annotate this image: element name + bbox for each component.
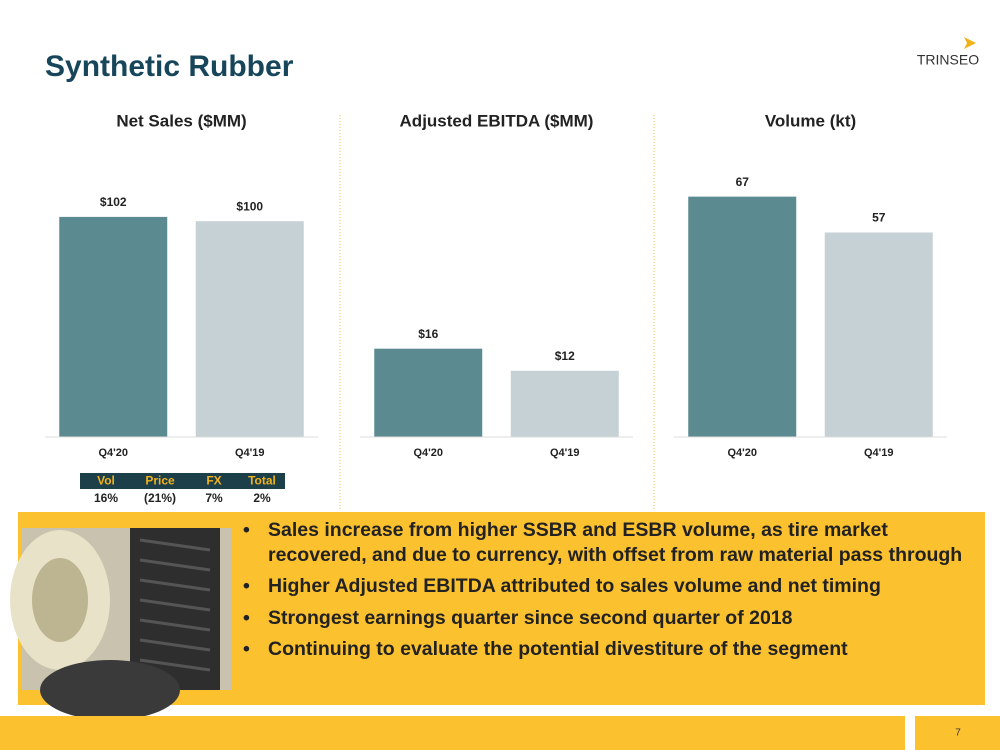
x-tick-label: Q4'20: [413, 447, 443, 459]
page-number-box: [915, 716, 1000, 750]
value-label: $100: [236, 199, 263, 213]
x-tick-label: Q4'20: [727, 447, 757, 459]
bullet: Sales increase from higher SSBR and ESBR…: [243, 518, 978, 567]
chart-title: Volume (kt): [765, 111, 856, 130]
value-label: $12: [555, 349, 575, 363]
value-label: $102: [100, 195, 127, 209]
value-label: $16: [418, 327, 438, 341]
logo: TRINSEO: [917, 52, 979, 68]
chart-title: Adjusted EBITDA ($MM): [400, 111, 594, 130]
chart-title: Net Sales ($MM): [116, 111, 246, 130]
table-header: FX: [206, 474, 221, 488]
value-label: 67: [736, 175, 750, 189]
footer-bar: [0, 716, 905, 750]
bullet: Continuing to evaluate the potential div…: [243, 637, 978, 662]
table-header-bg: [80, 473, 285, 489]
bar: [688, 196, 797, 437]
tire-image: [10, 528, 232, 720]
table-cell: 7%: [205, 491, 223, 505]
table-cell: (21%): [144, 491, 176, 505]
x-tick-label: Q4'19: [550, 447, 580, 459]
bar: [59, 216, 168, 437]
logo-mark: [964, 37, 976, 49]
slide-title: Synthetic Rubber: [45, 50, 294, 83]
x-tick-label: Q4'19: [864, 447, 894, 459]
table-header: Vol: [97, 474, 115, 488]
table-cell: 16%: [94, 491, 118, 505]
x-tick-label: Q4'19: [235, 447, 265, 459]
bullet: Strongest earnings quarter since second …: [243, 606, 978, 631]
x-tick-label: Q4'20: [98, 447, 128, 459]
value-label: 57: [872, 211, 886, 225]
bar: [824, 232, 933, 437]
page-number: 7: [955, 728, 961, 739]
bullet-list: Sales increase from higher SSBR and ESBR…: [243, 518, 978, 669]
table-header: Price: [145, 474, 175, 488]
bullet: Higher Adjusted EBITDA attributed to sal…: [243, 574, 978, 599]
bar: [374, 348, 483, 437]
bar: [195, 221, 304, 437]
bar: [510, 370, 619, 437]
table-header: Total: [248, 474, 276, 488]
table-cell: 2%: [253, 491, 271, 505]
